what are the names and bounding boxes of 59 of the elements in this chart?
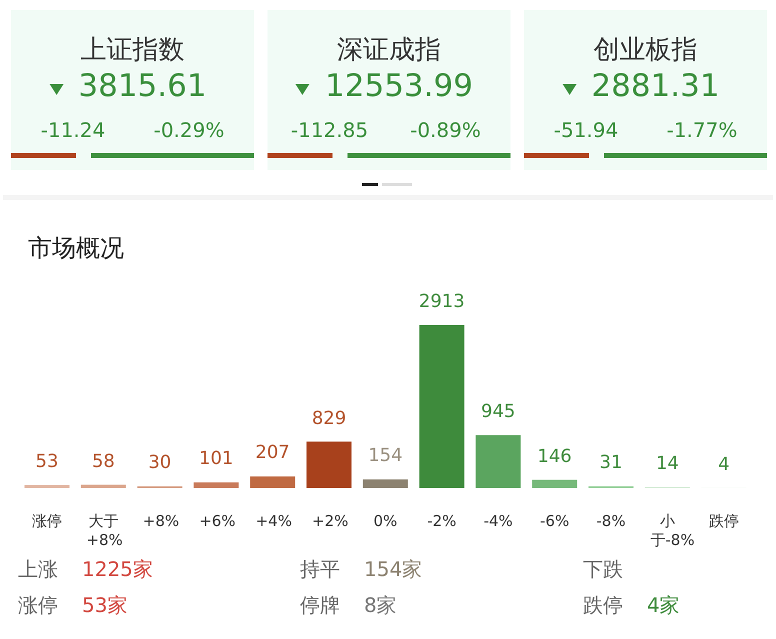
x-tick-label: -4% <box>482 512 514 531</box>
x-tick-label: +2% <box>312 512 348 531</box>
bar <box>306 442 352 488</box>
x-tick-label: 大于+8% <box>86 512 123 550</box>
data-label: 30 <box>147 452 172 474</box>
x-tick-label: -6% <box>538 512 570 531</box>
data-label: 2913 <box>418 291 466 312</box>
text: 4家 <box>647 592 680 619</box>
text: 上证指数 <box>80 34 186 67</box>
text: -0.29% <box>152 118 226 142</box>
data-label: 154 <box>367 445 404 466</box>
bar <box>532 480 578 488</box>
text: 3815.61 <box>77 68 208 104</box>
text: 上涨 <box>18 556 58 583</box>
data-label: 31 <box>598 452 624 474</box>
x-tick-label: +6% <box>199 512 236 531</box>
text: -51.94 <box>552 118 620 142</box>
x-tick-label: -2% <box>426 512 458 531</box>
x-tick-label: 跌停 <box>708 512 740 531</box>
text: 12553.99 <box>324 68 474 104</box>
text: 深证成指 <box>336 34 442 67</box>
text: 下跌 <box>583 556 623 583</box>
text: -1.77% <box>666 118 738 142</box>
data-label: 146 <box>536 446 573 467</box>
text: 创业板指 <box>592 34 698 67</box>
bar <box>476 435 521 488</box>
bar <box>250 476 296 488</box>
text: -11.24 <box>40 118 106 142</box>
bar <box>194 482 239 488</box>
x-tick-label: +4% <box>256 512 292 531</box>
x-tick-label: 涨停 <box>31 512 63 531</box>
data-label: 101 <box>198 448 234 470</box>
text: 停牌 <box>300 592 340 619</box>
data-label: 4 <box>717 454 731 475</box>
x-tick-label: -8% <box>595 512 627 531</box>
text: 1225家 <box>82 556 153 583</box>
x-tick-label: 小于-8% <box>650 512 695 550</box>
text: 8家 <box>364 592 397 619</box>
text: 154家 <box>364 556 422 583</box>
data-label: 945 <box>480 401 516 422</box>
bar <box>362 479 408 488</box>
x-tick-label: +8% <box>142 512 180 531</box>
chart-title: 市场概况 <box>28 233 124 264</box>
text: 涨停 <box>18 592 58 619</box>
data-label: 14 <box>654 453 680 474</box>
text: 跌停 <box>583 592 623 619</box>
bar <box>24 485 70 488</box>
data-label: 207 <box>254 442 291 464</box>
bar <box>80 484 126 488</box>
data-label: 53 <box>34 451 60 472</box>
data-label: 58 <box>90 450 116 472</box>
bar <box>419 325 464 488</box>
data-label: 829 <box>310 408 348 429</box>
text: 2881.31 <box>590 68 721 104</box>
text: 53家 <box>82 592 128 619</box>
text: -0.89% <box>409 118 482 142</box>
text: 持平 <box>300 556 340 583</box>
text: -112.85 <box>290 118 370 142</box>
x-tick-label: 0% <box>372 512 398 531</box>
